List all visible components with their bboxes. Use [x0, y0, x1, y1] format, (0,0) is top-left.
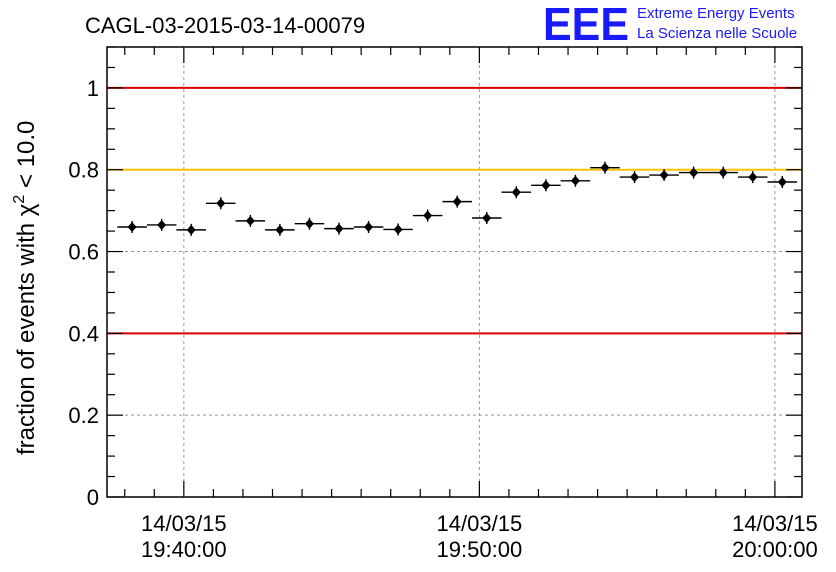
marker-15 [570, 175, 580, 186]
data-point-2 [176, 223, 207, 236]
marker-21 [748, 172, 758, 183]
data-point-12 [471, 212, 502, 224]
data-point-4 [235, 214, 266, 227]
marker-11 [452, 196, 462, 207]
marker-0 [127, 222, 137, 232]
data-point-6 [294, 217, 325, 230]
data-point-18 [649, 169, 679, 182]
data-point-21 [737, 171, 768, 184]
y-tick-label-4: 0.8 [68, 158, 99, 183]
y-axis-label-superscript: 2 [11, 195, 28, 204]
y-axis-label-suffix: < 10.0 [13, 121, 40, 195]
data-point-17 [619, 171, 650, 184]
eee-logo: EEE Extreme Energy Events La Scienza nel… [543, 0, 797, 50]
x-tick-time-1: 19:50:00 [437, 537, 523, 562]
marker-16 [600, 162, 610, 173]
data-point-15 [560, 174, 591, 187]
marker-7 [334, 223, 344, 234]
marker-8 [364, 222, 374, 232]
marker-12 [482, 213, 492, 223]
data-point-7 [324, 222, 354, 235]
marker-9 [393, 224, 403, 235]
tick-labels: 00.20.40.60.8114/03/1519:40:0014/03/1519… [68, 76, 817, 562]
x-tick-time-0: 19:40:00 [141, 537, 227, 562]
marker-17 [630, 172, 640, 183]
data-point-5 [265, 223, 295, 236]
marker-22 [777, 177, 787, 187]
x-tick-date-2: 14/03/15 [732, 511, 818, 536]
marker-6 [304, 218, 314, 229]
y-tick-label-5: 1 [87, 76, 99, 101]
y-tick-label-2: 0.4 [68, 321, 99, 346]
logo-line-1: Extreme Energy Events [637, 5, 795, 22]
marker-4 [245, 215, 255, 226]
marker-20 [718, 167, 728, 178]
data-point-13 [501, 186, 532, 199]
marker-3 [216, 198, 226, 209]
marker-19 [689, 167, 699, 178]
data-point-9 [383, 223, 413, 236]
axes [107, 46, 802, 498]
chart-title: CAGL-03-2015-03-14-00079 [85, 13, 365, 38]
marker-18 [659, 170, 669, 181]
y-tick-label-1: 0.2 [68, 403, 99, 428]
data-point-8 [353, 221, 384, 233]
logo-line-2: La Scienza nelle Scuole [637, 25, 797, 42]
x-tick-date-1: 14/03/15 [437, 511, 523, 536]
data-point-19 [678, 166, 709, 179]
reference-lines [107, 86, 802, 335]
y-tick-label-0: 0 [87, 485, 99, 510]
x-tick-date-0: 14/03/15 [141, 511, 227, 536]
marker-1 [157, 219, 167, 230]
data-point-10 [412, 209, 443, 222]
y-axis-label-symbol: χ [13, 203, 40, 216]
data-point-1 [146, 218, 177, 231]
data-point-16 [590, 161, 620, 174]
data-point-14 [531, 179, 561, 192]
marker-14 [541, 180, 551, 191]
data-point-22 [767, 176, 798, 188]
data-point-3 [206, 197, 236, 210]
marker-5 [275, 224, 285, 235]
y-axis-label: fraction of events with χ2 < 10.0 [11, 121, 40, 455]
data-point-0 [117, 221, 147, 233]
y-tick-label-3: 0.6 [68, 240, 99, 265]
x-tick-time-2: 20:00:00 [732, 537, 818, 562]
logo-mark: EEE [543, 0, 629, 50]
data-point-11 [442, 195, 472, 208]
marker-13 [511, 187, 521, 198]
marker-2 [186, 224, 196, 235]
marker-10 [423, 210, 433, 221]
y-axis-label-prefix: fraction of events with [13, 216, 40, 455]
data-point-20 [708, 166, 738, 179]
data-points [117, 161, 798, 236]
